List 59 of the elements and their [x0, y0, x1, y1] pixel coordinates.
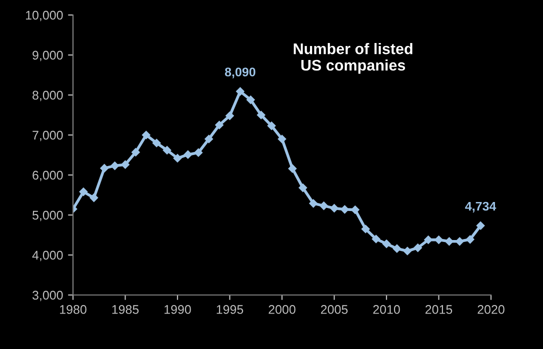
point [445, 237, 454, 246]
point [456, 237, 464, 246]
point [288, 164, 297, 173]
y-tick-label: 4,000 [32, 250, 63, 262]
point [330, 204, 338, 212]
point [152, 138, 161, 148]
point [424, 236, 432, 244]
x-tick-label: 1985 [112, 305, 139, 314]
point [204, 134, 213, 144]
x-tick-label: 1995 [216, 305, 244, 314]
y-tick-label: 9,000 [32, 50, 63, 62]
point [110, 162, 119, 170]
point [351, 206, 360, 214]
x-tick-label: 1980 [60, 305, 86, 314]
point [392, 244, 402, 253]
x-tick-label: 2005 [320, 305, 348, 314]
y-tick-label: 5,000 [32, 210, 63, 222]
point [278, 134, 286, 144]
point [298, 184, 308, 192]
point [236, 87, 244, 96]
point [403, 246, 412, 256]
point [121, 160, 130, 169]
x-tick-label: 2010 [373, 305, 400, 314]
point [184, 150, 192, 159]
point [476, 222, 485, 230]
point [194, 148, 203, 157]
x-tick-label: 1990 [164, 305, 191, 314]
point [215, 120, 224, 130]
point [100, 164, 108, 172]
point [466, 235, 474, 244]
x-tick-label: 2020 [478, 305, 504, 314]
y-tick-label: 6,000 [32, 170, 63, 182]
text: Number of listed US companies [294, 43, 412, 74]
y-tick-label: 10,000 [26, 10, 63, 22]
point [132, 148, 140, 156]
point [246, 96, 255, 104]
point [414, 244, 422, 252]
point [226, 112, 234, 120]
point [382, 240, 391, 248]
point [79, 188, 88, 196]
point [340, 205, 349, 214]
data-label: 8,090 [224, 68, 256, 78]
y-tick-label: 8,000 [32, 90, 63, 102]
point [267, 122, 276, 130]
x-tick-label: 2015 [425, 305, 452, 314]
point [434, 236, 443, 244]
point [90, 194, 98, 202]
point [320, 202, 328, 210]
point [361, 224, 370, 234]
point [173, 154, 182, 162]
point [372, 234, 380, 244]
point [309, 199, 318, 208]
x-tick-label: 2000 [268, 305, 296, 314]
point [142, 130, 150, 140]
y-tick-label: 7,000 [32, 130, 63, 142]
y-tick-label: 3,000 [32, 290, 63, 302]
point [256, 110, 266, 120]
point [162, 146, 172, 154]
data-label: 4,734 [465, 202, 496, 212]
